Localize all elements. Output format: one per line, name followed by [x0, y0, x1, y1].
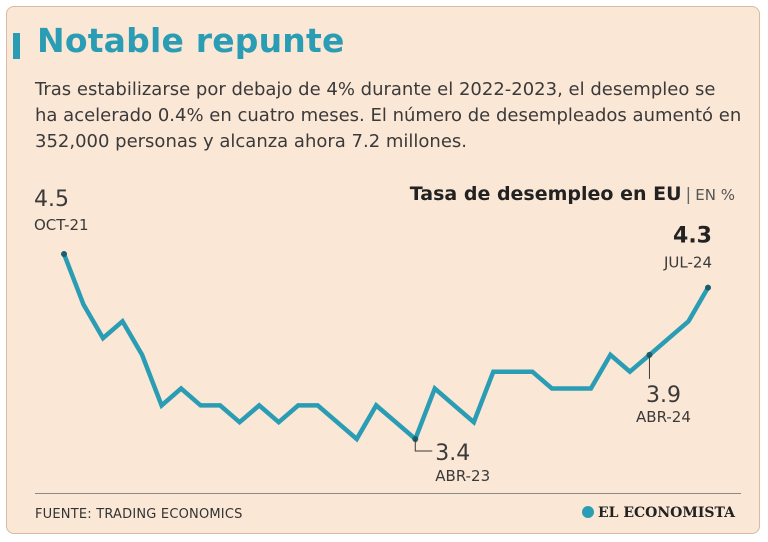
annotation-value-abr-23: 3.4 — [435, 441, 470, 466]
chart-unit: EN % — [695, 186, 735, 204]
source-text: FUENTE: TRADING ECONOMICS — [35, 507, 243, 522]
brand-name: EL ECONOMISTA — [597, 505, 735, 521]
annotation-value-abr-24: 3.9 — [646, 383, 681, 408]
chart-title: Tasa de desempleo en EU — [409, 183, 682, 205]
brand-logo-icon — [581, 506, 594, 518]
annotation-label-abr-24: ABR-24 — [636, 408, 691, 426]
annotation-label-jul-24: JUL-24 — [663, 254, 712, 272]
annotation-label-oct-21: OCT-21 — [34, 216, 89, 234]
annotation-value-jul-24: 4.3 — [673, 224, 712, 249]
annotation-dot-jul-24 — [705, 284, 711, 291]
heading-separator: | — [685, 185, 692, 205]
title-accent-bar — [13, 33, 20, 59]
annotation-dot-oct-21 — [61, 251, 67, 257]
brand: EL ECONOMISTA — [581, 505, 735, 521]
description: Tras estabilizarse por debajo de 4% dura… — [35, 79, 742, 152]
annotation-value-oct-21: 4.5 — [34, 187, 69, 212]
series-line-tasa-desempleo — [61, 253, 710, 443]
page-title: Notable repunte — [37, 21, 345, 60]
chart-heading: Tasa de desempleo en EU | EN % — [410, 183, 735, 205]
annotation-label-abr-23: ABR-23 — [435, 467, 490, 485]
annotation-leader-abr-23 — [414, 439, 433, 452]
footer-divider — [35, 493, 741, 494]
infographic-card: Notable repunte Tras estabilizarse por d… — [6, 6, 760, 534]
